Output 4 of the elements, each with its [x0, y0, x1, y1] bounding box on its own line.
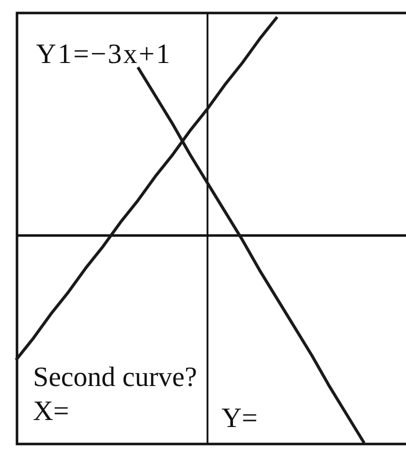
annotation: X=: [33, 396, 70, 427]
annotation: Y=: [222, 403, 258, 434]
series-label: Y1=−3x+1: [36, 39, 172, 70]
annotation: Second curve?: [33, 362, 198, 393]
